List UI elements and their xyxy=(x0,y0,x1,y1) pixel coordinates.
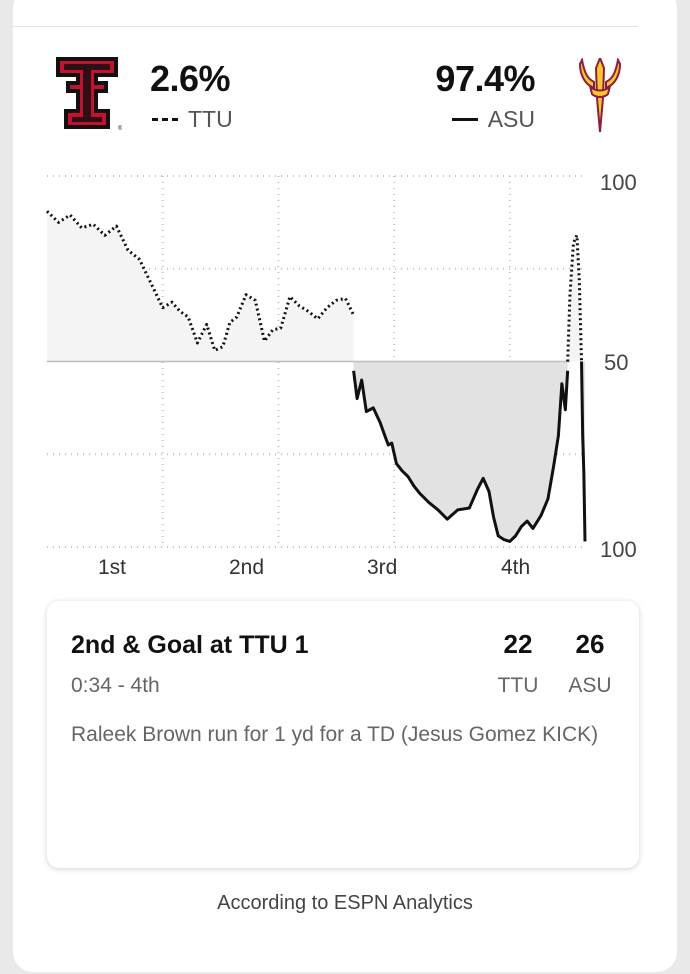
away-score-team: TTU xyxy=(497,674,539,697)
play-description: Raleek Brown run for 1 yd for a TD (Jesu… xyxy=(71,723,599,746)
y-tick-label: 100 xyxy=(600,537,637,562)
last-play-card[interactable]: 2nd & Goal at TTU 1 0:34 - 4th 22 26 TTU… xyxy=(47,601,639,868)
home-score-team: ASU xyxy=(568,674,612,697)
win-probability-area xyxy=(567,235,582,362)
texas-tech-logo: ® xyxy=(56,57,122,131)
play-situation: 2nd & Goal at TTU 1 xyxy=(71,631,309,659)
arizona-state-pitchfork-logo xyxy=(578,58,622,133)
x-tick-label: 3rd xyxy=(367,556,398,579)
home-win-pct: 97.4% xyxy=(435,58,535,99)
home-team-abbr: ASU xyxy=(487,106,535,132)
svg-text:®: ® xyxy=(118,125,122,131)
away-legend: TTU xyxy=(152,106,233,133)
y-tick-label: 50 xyxy=(604,350,629,375)
x-tick-label: 1st xyxy=(98,556,127,579)
x-tick-label: 2nd xyxy=(229,556,265,579)
dashed-line-icon xyxy=(152,118,178,121)
x-tick-label: 4th xyxy=(501,556,531,579)
ttu-win-probability-line xyxy=(566,233,584,362)
away-win-pct: 2.6% xyxy=(150,58,231,99)
analytics-credit: According to ESPN Analytics xyxy=(217,892,473,914)
solid-line-icon xyxy=(451,118,478,121)
ttu-win-probability-line xyxy=(45,210,355,352)
win-probability-area xyxy=(353,361,568,542)
home-legend: ASU xyxy=(451,106,535,133)
asu-win-probability-line xyxy=(580,361,587,542)
win-probability-chart xyxy=(45,175,587,548)
win-probability-area xyxy=(47,211,354,362)
away-score: 22 xyxy=(503,629,533,659)
asu-win-probability-line xyxy=(352,370,570,543)
play-clock: 0:34 - 4th xyxy=(71,674,160,697)
divider xyxy=(13,26,638,27)
home-score: 26 xyxy=(575,629,605,659)
away-team-abbr: TTU xyxy=(188,106,233,132)
y-tick-label: 100 xyxy=(600,170,637,195)
